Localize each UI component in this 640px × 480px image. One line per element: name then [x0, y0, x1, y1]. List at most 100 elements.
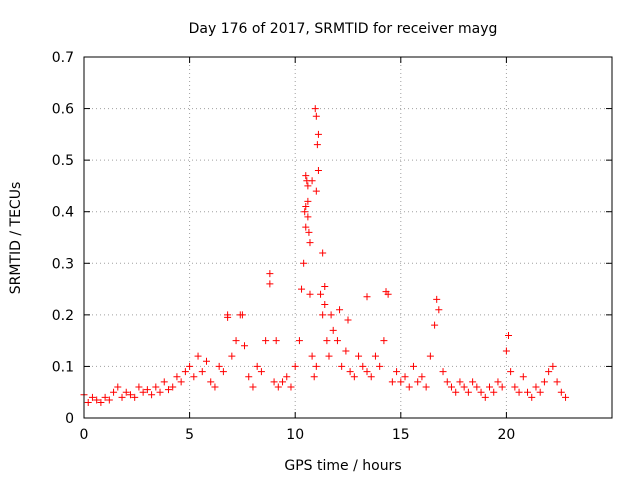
- data-point: [308, 352, 316, 360]
- data-point: [219, 368, 227, 376]
- x-tick-label: 5: [185, 427, 194, 443]
- data-point: [317, 290, 325, 298]
- data-point: [426, 352, 434, 360]
- data-point: [202, 357, 210, 365]
- data-point: [177, 378, 185, 386]
- data-point: [477, 388, 485, 396]
- data-point: [266, 280, 274, 288]
- data-point: [169, 383, 177, 391]
- y-tick-label: 0.4: [52, 205, 74, 221]
- data-point: [460, 383, 468, 391]
- data-point: [540, 378, 548, 386]
- data-point: [439, 368, 447, 376]
- data-point: [486, 383, 494, 391]
- data-point: [549, 362, 557, 370]
- data-point: [312, 112, 320, 120]
- data-point: [336, 306, 344, 314]
- data-point: [443, 378, 451, 386]
- plot-frame: [83, 56, 613, 419]
- data-point: [301, 208, 309, 216]
- data-point: [274, 383, 282, 391]
- data-point: [511, 383, 519, 391]
- data-point: [528, 393, 536, 401]
- data-point: [333, 337, 341, 345]
- data-point: [418, 373, 426, 381]
- y-tick-label: 0: [65, 411, 74, 427]
- data-point: [152, 383, 160, 391]
- data-point: [524, 388, 532, 396]
- tick-labels: 0 5 10 15 20 0 0.1 0.2 0.3 0.4 0.5 0.6 0.7: [52, 50, 516, 443]
- data-point: [355, 352, 363, 360]
- data-point: [148, 391, 156, 399]
- data-point: [323, 337, 331, 345]
- data-point: [456, 378, 464, 386]
- data-point: [344, 316, 352, 324]
- data-point: [422, 383, 430, 391]
- data-point: [164, 386, 172, 394]
- data-point: [228, 352, 236, 360]
- data-point: [304, 213, 312, 221]
- data-point: [414, 378, 422, 386]
- data-point: [435, 306, 443, 314]
- x-tick-label: 10: [286, 427, 304, 443]
- data-point: [266, 270, 274, 278]
- data-point: [447, 383, 455, 391]
- data-point: [305, 228, 313, 236]
- data-point: [186, 362, 194, 370]
- data-point: [359, 362, 367, 370]
- data-point: [160, 378, 168, 386]
- data-point: [232, 337, 240, 345]
- data-point: [310, 373, 318, 381]
- data-point: [311, 105, 319, 113]
- data-point: [464, 388, 472, 396]
- data-point: [371, 352, 379, 360]
- data-point: [97, 399, 105, 407]
- data-point: [306, 239, 314, 247]
- data-point: [181, 368, 189, 376]
- data-point: [505, 331, 513, 339]
- data-point: [325, 352, 333, 360]
- data-point: [380, 337, 388, 345]
- x-axis-label: GPS time / hours: [284, 458, 401, 474]
- data-point: [245, 373, 253, 381]
- data-point: [302, 172, 310, 180]
- data-point: [190, 373, 198, 381]
- data-point: [241, 342, 249, 350]
- data-point: [306, 290, 314, 298]
- data-point: [302, 203, 310, 211]
- data-point: [253, 362, 261, 370]
- data-point: [342, 347, 350, 355]
- data-point: [156, 388, 164, 396]
- y-tick-label: 0.1: [52, 359, 74, 375]
- data-point: [498, 383, 506, 391]
- grid-lines: [84, 57, 612, 418]
- x-tick-label: 20: [497, 427, 515, 443]
- data-point: [207, 378, 215, 386]
- data-point: [532, 383, 540, 391]
- data-point: [319, 311, 327, 319]
- data-point: [321, 282, 329, 290]
- data-point: [283, 373, 291, 381]
- data-point: [131, 393, 139, 401]
- data-point: [304, 197, 312, 205]
- chart-title: Day 176 of 2017, SRMTID for receiver may…: [189, 21, 498, 37]
- data-point: [481, 393, 489, 401]
- data-point: [257, 368, 265, 376]
- data-point: [198, 368, 206, 376]
- y-tick-label: 0.2: [52, 308, 74, 324]
- data-point: [350, 373, 358, 381]
- data-point: [431, 321, 439, 329]
- data-point: [314, 130, 322, 138]
- data-point: [312, 362, 320, 370]
- data-point: [367, 373, 375, 381]
- data-point: [249, 383, 257, 391]
- data-point: [393, 368, 401, 376]
- data-point: [494, 378, 502, 386]
- data-point: [321, 301, 329, 309]
- data-point: [405, 383, 413, 391]
- data-point: [194, 352, 202, 360]
- data-point: [262, 337, 270, 345]
- data-point: [287, 383, 295, 391]
- data-point: [397, 378, 405, 386]
- data-point: [338, 362, 346, 370]
